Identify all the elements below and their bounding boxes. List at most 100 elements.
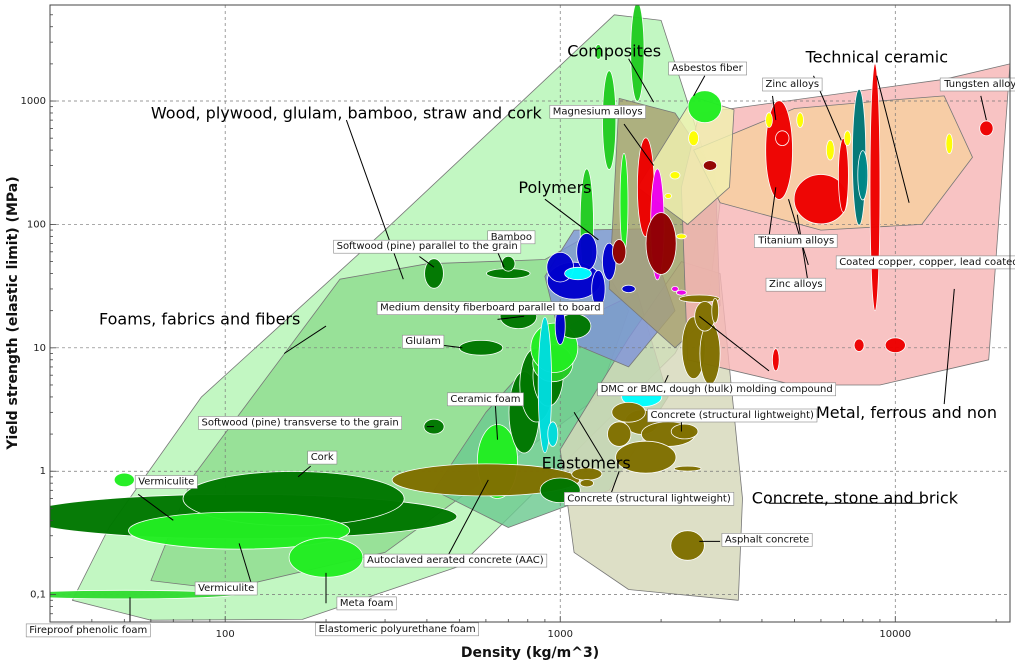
material-bubble-unnamed [678,294,720,303]
material-bubble-unnamed [843,130,852,147]
annotation-box [134,475,198,489]
x-axis-title: Density (kg/m^3) [461,645,599,661]
annotation-dmc-or-bmc-dough-bulk-molding-compound: DMC or BMC, dough (bulk) molding compoun… [601,384,833,395]
annotation-titanium-alloys: Titanium alloys [757,236,834,247]
annotation-tungsten-alloys: Tungsten alloys [943,79,1015,90]
annotation-concrete-structural-lightweight: Concrete (structural lightweight) [567,493,731,504]
annotation-concrete-structural-lightweight: Concrete (structural lightweight) [651,410,815,421]
annotations: Composites Technical ceramic Wood, plywood… [25,41,1015,638]
leader-line [573,412,605,462]
y-tick-label: 0,1 [30,590,46,601]
leader-line [788,199,809,266]
annotation-asbestos-fiber: Asbestos fiber [672,63,744,74]
x-tick-label: 1000 [548,629,573,640]
material-bubble-unnamed [113,472,135,488]
material-bubble-asphalt-concrete [670,530,705,561]
annotation-zinc-alloys: Zinc alloys [766,79,820,90]
material-bubble-unnamed [702,160,718,171]
y-tick-label: 100 [27,219,46,230]
annotation-coated-copper-copper-lead-coated: Coated copper, copper, lead coated [839,257,1015,268]
annotation-box [668,61,747,76]
leader-line [698,315,770,372]
material-bubble-unnamed [501,255,516,272]
material-bubble-unnamed [602,70,617,170]
annotation-box [198,416,402,430]
material-bubble-unnamed [857,150,869,201]
y-tick-label: 1 [40,466,46,477]
annotation-fireproof-phenolic-foam: Fireproof phenolic foam [29,625,147,636]
annotation-softwood-pine-transverse-to-the-grain: Softwood (pine) transverse to the grain [202,417,399,428]
family-region-technical-ceramic [693,95,973,231]
material-bubble-unnamed [699,322,721,385]
annotation-metal-ferrous-and-non: Metal, ferrous and non [816,403,997,422]
material-bubble-unnamed [669,171,681,180]
material-bubble-unnamed [645,212,677,275]
material-bubble-unnamed [676,233,687,240]
annotation-box [939,77,1015,92]
material-bubble-unnamed [547,421,559,447]
material-bubble-zinc-alloys [793,174,849,225]
material-bubble-unnamed [579,479,594,488]
annotation-box [336,596,397,611]
material-bubble-unnamed [612,239,627,265]
material-bubble-unnamed [765,112,773,128]
leader-line [443,479,489,564]
material-bubble-unnamed [621,284,636,293]
annotation-asphalt-concrete: Asphalt concrete [725,534,809,545]
annotation-box [563,491,735,506]
material-bubble-titanium-alloys [775,130,790,147]
annotation-box [333,239,522,254]
annotation-box [721,533,813,547]
annotation-elastomers: Elastomers [542,454,631,473]
leader-line [623,123,655,166]
material-bubble-elastomers [537,316,553,454]
leader-line [772,95,777,121]
material-bubble-unnamed [688,130,699,147]
material-bubble-unnamed [771,348,780,372]
material-bubble-unnamed [576,232,598,271]
axes: 100 1000 10000 0,1 1 10 100 1000 [21,4,1011,640]
leader-line [876,75,910,203]
annotation-box [549,105,646,119]
material-bubble-unnamed [796,112,804,128]
annotation-cork: Cork [311,452,334,463]
annotation-box [363,553,548,568]
material-bubble-unnamed [711,298,719,324]
y-tick-label: 10 [33,343,46,354]
leader-line [796,214,809,284]
material-bubble-unnamed [611,401,646,423]
annotation-ceramic-foam: Ceramic foam [450,394,520,405]
material-bubble-unnamed [594,44,603,60]
annotation-box [194,581,258,596]
material-bubble-concrete-structural-lightweight [670,423,699,440]
annotation-softwood-pine-parallel-to-the-grain: Softwood (pine) parallel to the grain [337,241,518,252]
leader-line [943,288,955,405]
annotation-concrete-stone-and-brick: Concrete, stone and brick [752,488,959,507]
plot-frame [49,4,1011,623]
material-bubble-concrete-structural-lightweight [615,440,677,474]
material-bubble-meta-foam [288,537,364,578]
annotation-meta-foam: Meta foam [340,598,394,609]
leader-line [137,493,174,521]
annotation-technical-ceramic: Technical ceramic [805,48,948,67]
x-tick-label: 100 [216,629,235,640]
y-axis-title: Yield strength (elastic limit) (MPa) [5,176,21,450]
annotation-box [447,392,524,407]
material-bubble-unnamed [630,5,645,102]
material-bubble-unnamed [676,289,687,296]
annotation-box [25,623,151,638]
material-bubble-unnamed [825,139,835,161]
material-bubble-unnamed [664,193,672,199]
leader-line [494,404,498,440]
annotation-box [315,622,479,637]
leader-line [283,325,327,354]
annotation-foams-fabrics-and-fibers: Foams, fabrics and fibers [99,309,300,328]
annotation-vermiculite: Vermiculite [198,583,254,594]
annotation-box [307,450,338,465]
annotation-box [402,334,445,349]
leader-line [497,251,505,268]
annotation-polymers: Polymers [518,178,591,197]
annotation-magnesium-alloys: Magnesium alloys [553,106,643,117]
